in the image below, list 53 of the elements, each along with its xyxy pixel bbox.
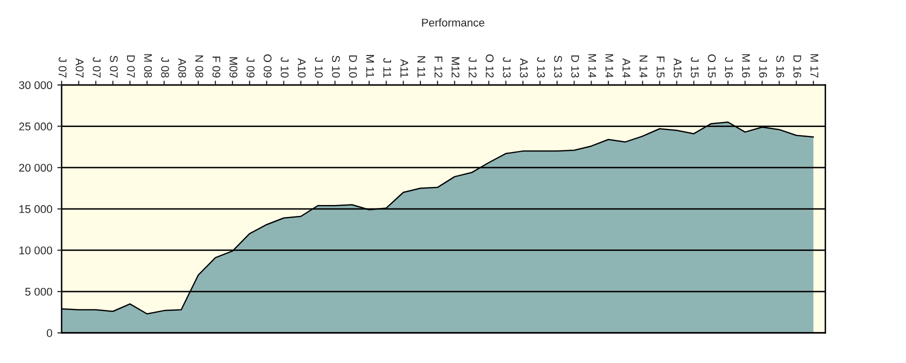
x-tick-label: N 08 bbox=[195, 55, 204, 78]
x-tick-label: S 13 bbox=[554, 56, 562, 78]
x-tick-label: D 13 bbox=[571, 55, 580, 78]
x-tick-label: O 12 bbox=[486, 54, 494, 78]
x-tick-label: D 16 bbox=[793, 55, 802, 78]
x-tick-label: M 08 bbox=[144, 54, 152, 78]
x-tick-label: D 10 bbox=[349, 55, 357, 78]
y-tick-label: 10 000 bbox=[19, 246, 52, 254]
x-tick-label: J 11 bbox=[383, 58, 392, 78]
x-tick-label: N 14 bbox=[640, 55, 648, 78]
x-tick-label: A11 bbox=[400, 59, 408, 78]
x-tick-label: F 12 bbox=[434, 56, 442, 78]
x-tick-label: J 12 bbox=[468, 57, 477, 78]
x-tick-label: J 10 bbox=[280, 57, 289, 78]
x-tick-label: J 16 bbox=[759, 57, 768, 78]
x-tick-label: A07 bbox=[76, 58, 84, 78]
y-tick-label: 30 000 bbox=[19, 81, 52, 90]
x-tick-label: F 09 bbox=[212, 56, 220, 78]
x-tick-label: O 09 bbox=[264, 54, 272, 78]
x-tick-label: S 16 bbox=[776, 56, 784, 78]
chart-title: Performance bbox=[422, 18, 484, 27]
x-tick-label: A10 bbox=[298, 58, 306, 78]
x-tick-label: M 14 bbox=[605, 54, 614, 78]
x-tick-label: J 07 bbox=[92, 57, 101, 78]
x-tick-label: M 16 bbox=[742, 54, 750, 78]
x-tick-label: J 08 bbox=[161, 57, 170, 78]
x-tick-label: N 11 bbox=[418, 56, 426, 78]
y-tick-label: 15 000 bbox=[19, 205, 52, 214]
x-tick-label: J 13 bbox=[537, 57, 545, 78]
x-tick-label: S 07 bbox=[110, 56, 118, 78]
x-tick-label: D 07 bbox=[126, 55, 135, 78]
y-tick-label: 20 000 bbox=[19, 164, 52, 172]
x-tick-label: J 16 bbox=[724, 57, 733, 78]
x-tick-label: A15 bbox=[674, 58, 682, 78]
x-tick-label: M 14 bbox=[588, 54, 596, 78]
x-tick-label: M12 bbox=[452, 57, 460, 78]
x-tick-label: A13 bbox=[520, 58, 528, 78]
x-tick-label: M 11 bbox=[366, 55, 374, 78]
x-tick-label: A14 bbox=[622, 58, 630, 78]
y-tick-label: 25 000 bbox=[19, 122, 52, 130]
x-tick-label: J 15 bbox=[690, 57, 699, 78]
x-tick-label: O 15 bbox=[708, 54, 716, 78]
x-tick-label: M 17 bbox=[810, 54, 818, 78]
x-tick-label: J 10 bbox=[314, 57, 323, 78]
x-tick-label: A08 bbox=[178, 58, 186, 78]
x-tick-label: J 09 bbox=[246, 57, 254, 78]
x-tick-label: S 10 bbox=[332, 56, 340, 78]
y-tick-label: 0 bbox=[46, 329, 52, 338]
y-tick-label: 5 000 bbox=[25, 288, 52, 296]
x-tick-label: M09 bbox=[229, 57, 238, 78]
x-tick-label: J 07 bbox=[58, 57, 66, 78]
x-tick-label: F 15 bbox=[656, 56, 664, 78]
x-tick-label: J 13 bbox=[502, 57, 511, 78]
